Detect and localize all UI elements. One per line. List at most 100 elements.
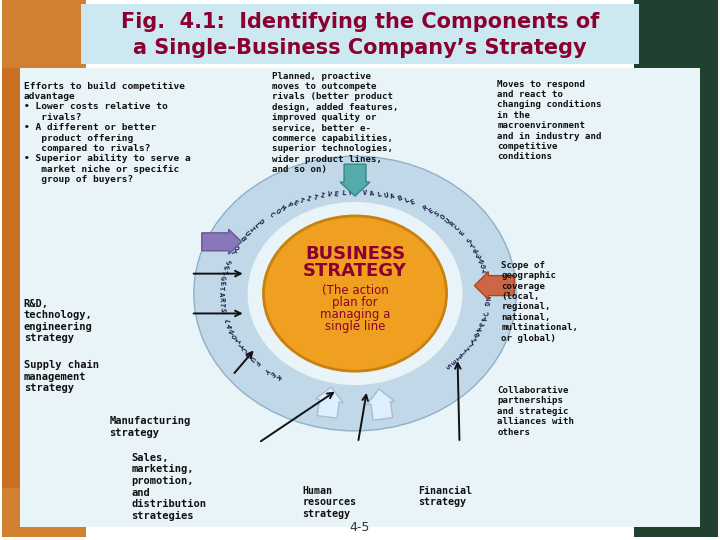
Text: E: E [459, 229, 466, 237]
Text: B: B [474, 331, 482, 337]
Text: Sales,
marketing,
promotion,
and
distribution
strategies: Sales, marketing, promotion, and distrib… [131, 453, 206, 521]
Text: L: L [252, 222, 259, 230]
Text: (The action: (The action [322, 284, 388, 297]
Text: A: A [390, 193, 396, 200]
Text: S: S [219, 307, 226, 313]
Text: Financial
strategy: Financial strategy [418, 485, 472, 507]
FancyBboxPatch shape [81, 4, 639, 64]
Text: T: T [229, 249, 236, 255]
Text: T: T [299, 198, 305, 205]
Text: E: E [410, 199, 416, 206]
FancyBboxPatch shape [1, 0, 19, 537]
Text: I: I [472, 335, 479, 342]
Text: T: T [312, 194, 318, 201]
FancyBboxPatch shape [1, 0, 86, 68]
Text: E: E [333, 191, 339, 197]
Text: Y: Y [263, 366, 270, 373]
Text: A: A [477, 326, 485, 332]
Text: U: U [243, 231, 251, 238]
Text: L: L [222, 318, 229, 323]
Text: R: R [473, 248, 480, 254]
Text: H: H [484, 274, 491, 279]
Text: T: T [217, 286, 224, 291]
Text: STRATEGY: STRATEGY [303, 262, 407, 280]
FancyBboxPatch shape [634, 488, 719, 537]
Ellipse shape [264, 216, 446, 371]
Text: N: N [243, 350, 251, 357]
Text: E: E [269, 369, 276, 376]
Text: Scope of
geographic
coverage
(local,
regional,
national,
multinational,
or globa: Scope of geographic coverage (local, reg… [501, 261, 578, 342]
Text: F: F [253, 359, 260, 366]
Text: A: A [217, 292, 224, 296]
Text: O: O [229, 332, 236, 339]
Text: N: N [486, 295, 492, 300]
Text: V: V [362, 190, 367, 196]
Text: G: G [481, 263, 487, 269]
Text: I: I [233, 337, 240, 343]
Text: A: A [486, 290, 492, 295]
FancyBboxPatch shape [19, 68, 701, 528]
Text: E: E [428, 207, 435, 214]
Text: S: S [224, 259, 231, 265]
FancyArrow shape [340, 164, 370, 196]
FancyArrow shape [367, 389, 395, 420]
Text: Human
resources
strategy: Human resources strategy [302, 485, 356, 519]
FancyArrow shape [202, 230, 242, 254]
Text: Efforts to build competitive
advantage
• Lower costs relative to
   rivals?
• A : Efforts to build competitive advantage •… [24, 82, 190, 184]
Text: R&D,
technology,
engineering
strategy: R&D, technology, engineering strategy [24, 299, 92, 343]
Text: R: R [217, 297, 224, 302]
Text: I: I [305, 195, 312, 202]
Text: Planned, proactive
moves to outcompete
rivals (better product
design, added feat: Planned, proactive moves to outcompete r… [272, 72, 399, 174]
Text: A: A [482, 316, 488, 322]
Text: 4-5: 4-5 [350, 521, 370, 534]
FancyArrow shape [474, 272, 514, 300]
Ellipse shape [248, 202, 462, 385]
Text: D: D [257, 218, 264, 226]
Text: L: L [376, 191, 382, 198]
Text: I: I [464, 345, 472, 352]
Text: C: C [268, 211, 275, 218]
Text: Supply chain
management
strategy: Supply chain management strategy [24, 360, 99, 394]
Text: S: S [467, 238, 474, 245]
Text: C: C [483, 311, 490, 316]
Text: S: S [446, 361, 454, 368]
Text: R: R [422, 204, 428, 211]
Text: Moves to respond
and react to
changing conditions
in the
macroenvironment
and in: Moves to respond and react to changing c… [498, 79, 602, 161]
Text: plan for: plan for [332, 296, 378, 309]
Text: I: I [320, 192, 325, 199]
Text: E: E [218, 281, 225, 286]
Text: N: N [479, 258, 486, 264]
Text: I: I [220, 270, 227, 275]
Text: A: A [224, 322, 231, 328]
Text: R: R [449, 221, 456, 228]
Text: L: L [341, 190, 346, 197]
Text: managing a: managing a [320, 308, 390, 321]
Text: V: V [326, 191, 332, 198]
Text: O: O [232, 244, 239, 251]
Text: single line: single line [325, 320, 385, 333]
Text: D: D [485, 301, 492, 306]
Text: B: B [239, 235, 246, 242]
FancyBboxPatch shape [701, 0, 719, 537]
Text: T: T [218, 302, 225, 307]
Text: P: P [480, 321, 487, 327]
Text: Collaborative
partnerships
and strategic
alliances with
others: Collaborative partnerships and strategic… [498, 386, 575, 437]
Text: E: E [222, 265, 229, 271]
Text: S: S [485, 279, 492, 284]
Text: T: T [470, 243, 477, 249]
FancyBboxPatch shape [1, 488, 86, 537]
Text: a Single-Business Company’s Strategy: a Single-Business Company’s Strategy [133, 38, 587, 58]
Text: BUSINESS: BUSINESS [305, 245, 405, 263]
Text: I: I [248, 226, 255, 233]
Text: E: E [476, 253, 483, 259]
Text: Manufacturing
strategy: Manufacturing strategy [109, 416, 191, 437]
Text: K: K [274, 372, 282, 380]
Text: E: E [292, 200, 299, 207]
Text: N: N [227, 327, 234, 334]
Text: C: C [240, 346, 247, 353]
Text: E: E [451, 357, 459, 364]
Text: U: U [248, 354, 256, 362]
Text: L: L [468, 340, 475, 347]
Text: U: U [444, 217, 451, 225]
FancyBboxPatch shape [634, 0, 719, 68]
